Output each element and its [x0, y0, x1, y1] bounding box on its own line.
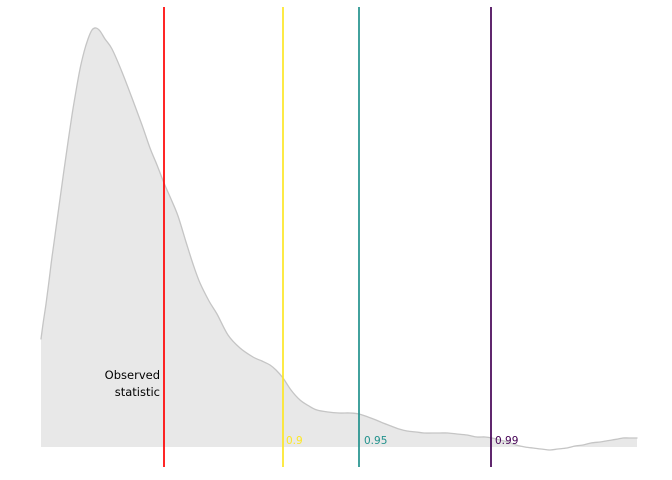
observed-statistic-label-line2: statistic	[114, 385, 160, 399]
quantile-label-95: 0.95	[364, 435, 388, 447]
quantile-label-90: 0.9	[286, 435, 303, 447]
density-fill	[41, 27, 637, 448]
density-curve	[40, 27, 638, 451]
observed-statistic-label: Observed statistic	[105, 367, 160, 401]
observed-statistic-label-line1: Observed	[104, 368, 160, 382]
quantile-label-99: 0.99	[495, 435, 519, 447]
